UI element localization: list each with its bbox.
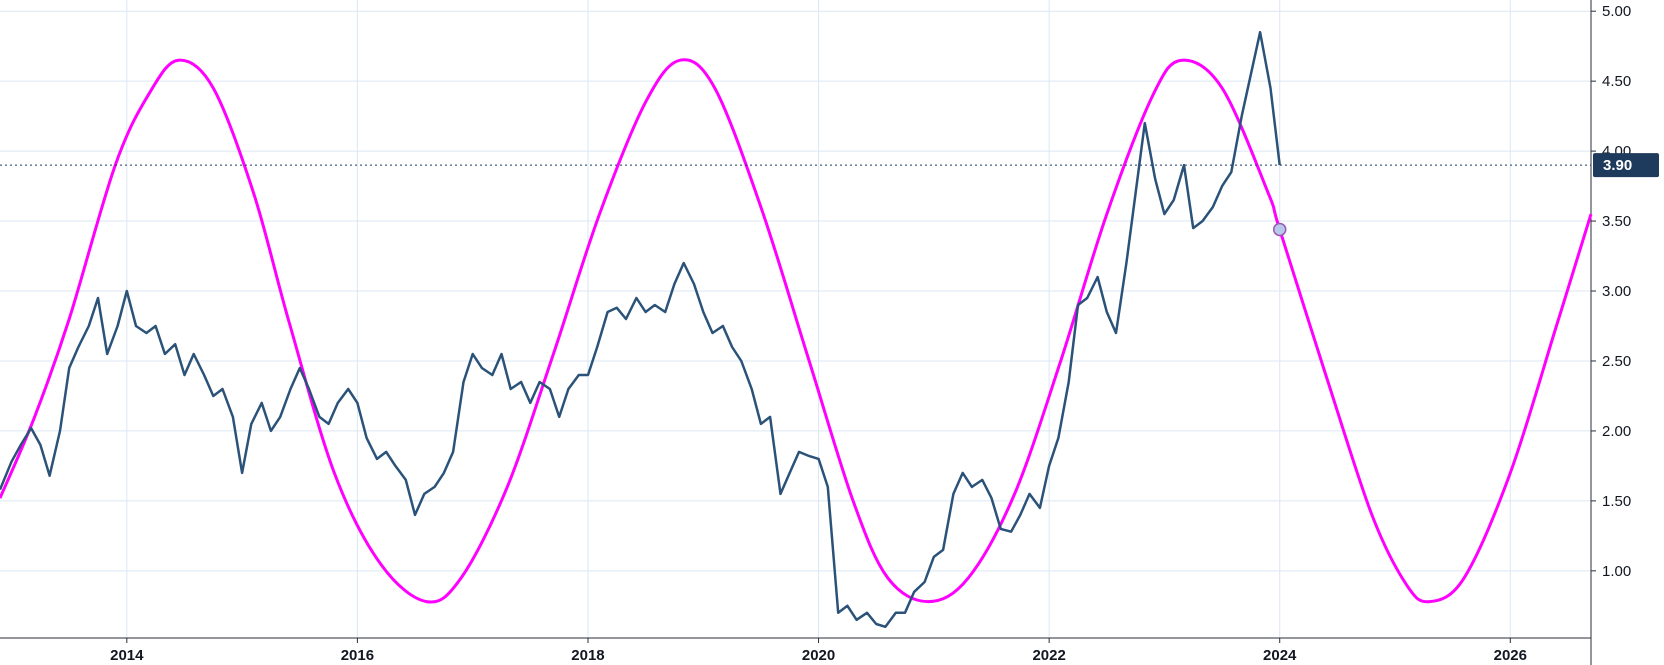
- y-tick-label-5.00: 5.00: [1602, 3, 1631, 20]
- y-tick-label-3.50: 3.50: [1602, 213, 1631, 230]
- x-tick-label-2022: 2022: [1032, 647, 1065, 664]
- grid-vertical: [126, 0, 1511, 638]
- x-tick-label-2018: 2018: [571, 647, 604, 664]
- y-tick-labels: 1.001.502.002.503.003.504.004.505.00: [1591, 3, 1631, 580]
- x-tick-label-2024: 2024: [1263, 647, 1297, 664]
- plot-area[interactable]: [0, 30, 1593, 629]
- x-tick-labels: 2014 2016 2018 2020 2022 2024 2026: [110, 638, 1527, 664]
- price-series-line: [0, 30, 1281, 629]
- grid-horizontal: [0, 10, 1591, 572]
- x-tick-label-2026: 2026: [1494, 647, 1527, 664]
- current-value-badge: 3.90: [1593, 153, 1659, 178]
- cycle-series-line: [0, 58, 1593, 604]
- x-tick-label-2014: 2014: [110, 647, 144, 664]
- y-tick-label-4.50: 4.50: [1602, 73, 1631, 90]
- y-tick-label-2.00: 2.00: [1602, 423, 1631, 440]
- x-tick-label-2020: 2020: [802, 647, 835, 664]
- y-tick-label-3.00: 3.00: [1602, 283, 1631, 300]
- y-tick-label-1.50: 1.50: [1602, 493, 1631, 510]
- x-tick-label-2016: 2016: [341, 647, 374, 664]
- current-value-label: 3.90: [1603, 157, 1632, 174]
- current-value-badge-bg: [1593, 153, 1659, 178]
- cycle-marker[interactable]: [1272, 222, 1287, 237]
- y-tick-label-2.50: 2.50: [1602, 353, 1631, 370]
- y-tick-label-1.00: 1.00: [1602, 563, 1631, 580]
